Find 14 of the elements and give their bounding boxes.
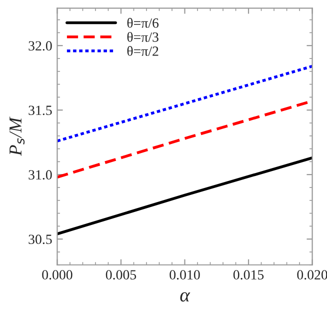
y-tick-label: 30.5 [28,234,52,244]
x-tick-label: 0.020 [297,270,327,280]
x-tick-label: 0.005 [106,270,136,280]
legend-label: θ=π/2 [127,46,158,56]
x-tick-label: 0.015 [233,270,264,280]
x-tick-label: 0.000 [42,270,72,280]
y-tick-label: 31.0 [28,170,52,180]
x-axis-title: α [180,292,190,302]
y-axis-title: P$_{s}$/M [10,116,25,156]
y-tick-label: 31.5 [28,106,52,116]
legend-label: θ=π/6 [127,18,159,28]
x-tick-label: 0.010 [170,270,200,280]
y-tick-label: 32.0 [28,41,52,51]
legend-label: θ=π/3 [127,32,158,42]
